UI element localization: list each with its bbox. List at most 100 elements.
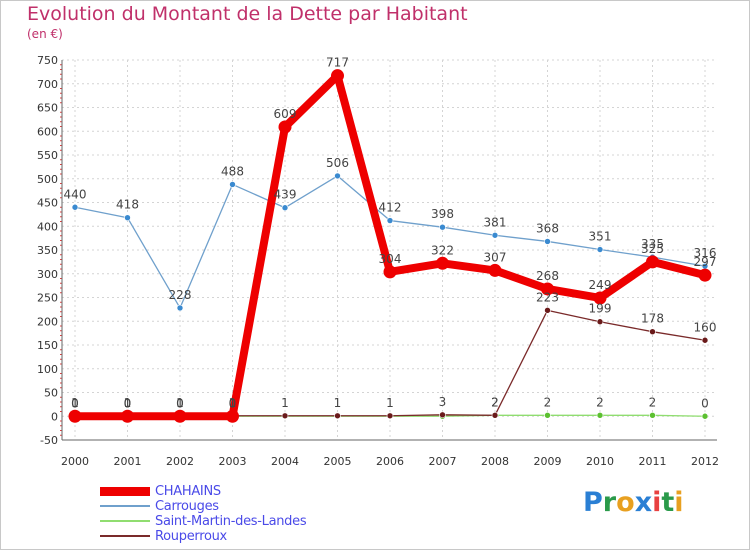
data-label: 268	[536, 269, 559, 283]
data-label: 506	[326, 156, 349, 170]
data-label: 398	[431, 207, 454, 221]
data-label: 2	[491, 395, 499, 409]
data-label: 199	[589, 302, 612, 316]
data-point	[226, 409, 239, 423]
data-label: 412	[379, 201, 402, 215]
data-point	[436, 256, 449, 270]
data-point	[701, 336, 709, 344]
grid	[62, 59, 717, 441]
data-label: 249	[589, 278, 612, 292]
data-point	[541, 282, 554, 296]
data-label: 316	[694, 246, 717, 260]
data-label: 325	[641, 242, 664, 256]
data-label: 0	[124, 396, 132, 410]
y-tick-label: 750	[37, 54, 58, 67]
data-point	[491, 411, 499, 419]
chart-title: Evolution du Montant de la Dette par Hab…	[27, 3, 468, 25]
legend-label: Saint-Martin-des-Landes	[155, 514, 307, 529]
data-point	[698, 268, 712, 282]
x-tick-label: 2008	[481, 455, 509, 468]
data-label: 0	[229, 396, 237, 410]
x-tick-label: 2007	[429, 455, 457, 468]
data-point	[596, 318, 604, 326]
data-point	[281, 412, 289, 420]
data-label: 0	[176, 396, 184, 410]
y-tick-label: 400	[37, 220, 58, 233]
y-tick-label: 50	[44, 387, 58, 400]
data-point	[281, 204, 289, 212]
data-label: 0	[176, 396, 184, 410]
y-tick-label: 450	[37, 197, 58, 210]
data-point	[278, 120, 292, 134]
proxiti-logo: Proxiti	[583, 487, 684, 518]
data-point	[596, 411, 604, 419]
data-point	[124, 214, 131, 221]
data-point	[229, 181, 236, 188]
y-tick-label: 300	[37, 268, 58, 281]
data-point	[383, 265, 397, 279]
data-point	[491, 231, 499, 239]
logo-letter: x	[634, 487, 653, 518]
data-label: 717	[326, 56, 349, 70]
data-label: 228	[169, 288, 192, 302]
y-tick-label: 700	[37, 78, 58, 91]
data-label: 440	[64, 187, 87, 201]
data-label: 1	[281, 396, 289, 410]
data-label: 322	[431, 243, 454, 257]
data-label: 2	[544, 395, 552, 409]
legend-swatch	[100, 520, 150, 522]
data-label: 1	[71, 396, 79, 410]
data-point	[386, 412, 394, 420]
data-label: 307	[484, 250, 507, 264]
legend-label: CHAHAINS	[155, 484, 221, 499]
data-label: 351	[589, 230, 612, 244]
data-label: 488	[221, 164, 244, 178]
axes: -500501001502002503003504004505005506006…	[37, 54, 719, 468]
y-tick-label: 600	[37, 125, 58, 138]
x-tick-label: 2011	[639, 455, 667, 468]
y-tick-label: 0	[51, 410, 58, 423]
legend-swatch	[100, 505, 150, 507]
data-label: 609	[274, 107, 297, 121]
data-label: 418	[116, 198, 139, 212]
data-label: 0	[71, 396, 79, 410]
legend-swatch	[100, 486, 150, 496]
logo-letter: r	[602, 487, 617, 518]
data-label: 381	[484, 215, 507, 229]
x-tick-label: 2002	[166, 455, 194, 468]
unit-label: (en €)	[27, 27, 63, 41]
data-label: 0	[701, 396, 709, 410]
data-label: 335	[641, 237, 664, 251]
data-point	[71, 203, 79, 211]
series-chahains	[68, 69, 712, 423]
data-point	[121, 409, 134, 423]
data-point	[173, 409, 187, 423]
data-label: 439	[274, 188, 297, 202]
y-tick-label: 200	[37, 315, 58, 328]
y-tick-label: 250	[37, 292, 58, 305]
x-tick-label: 2012	[691, 455, 719, 468]
data-point	[544, 238, 551, 245]
x-tick-label: 2010	[586, 455, 614, 468]
data-point	[334, 412, 341, 420]
data-label: 1	[334, 396, 342, 410]
data-label: 3	[439, 395, 447, 409]
data-point	[331, 69, 344, 83]
logo-letter: o	[616, 487, 635, 518]
data-label: 0	[71, 396, 79, 410]
legend-swatch	[100, 535, 150, 537]
x-tick-label: 2001	[114, 455, 142, 468]
data-label: 1	[124, 396, 132, 410]
data-point	[439, 411, 446, 419]
data-point	[701, 412, 709, 420]
logo-letter: P	[583, 487, 603, 518]
data-label: 2	[649, 395, 657, 409]
x-tick-label: 2005	[324, 455, 352, 468]
data-point	[649, 328, 656, 336]
y-tick-label: 650	[37, 102, 58, 115]
data-label: 0	[229, 396, 237, 410]
data-point	[176, 304, 184, 312]
y-tick-label: 100	[37, 363, 58, 376]
